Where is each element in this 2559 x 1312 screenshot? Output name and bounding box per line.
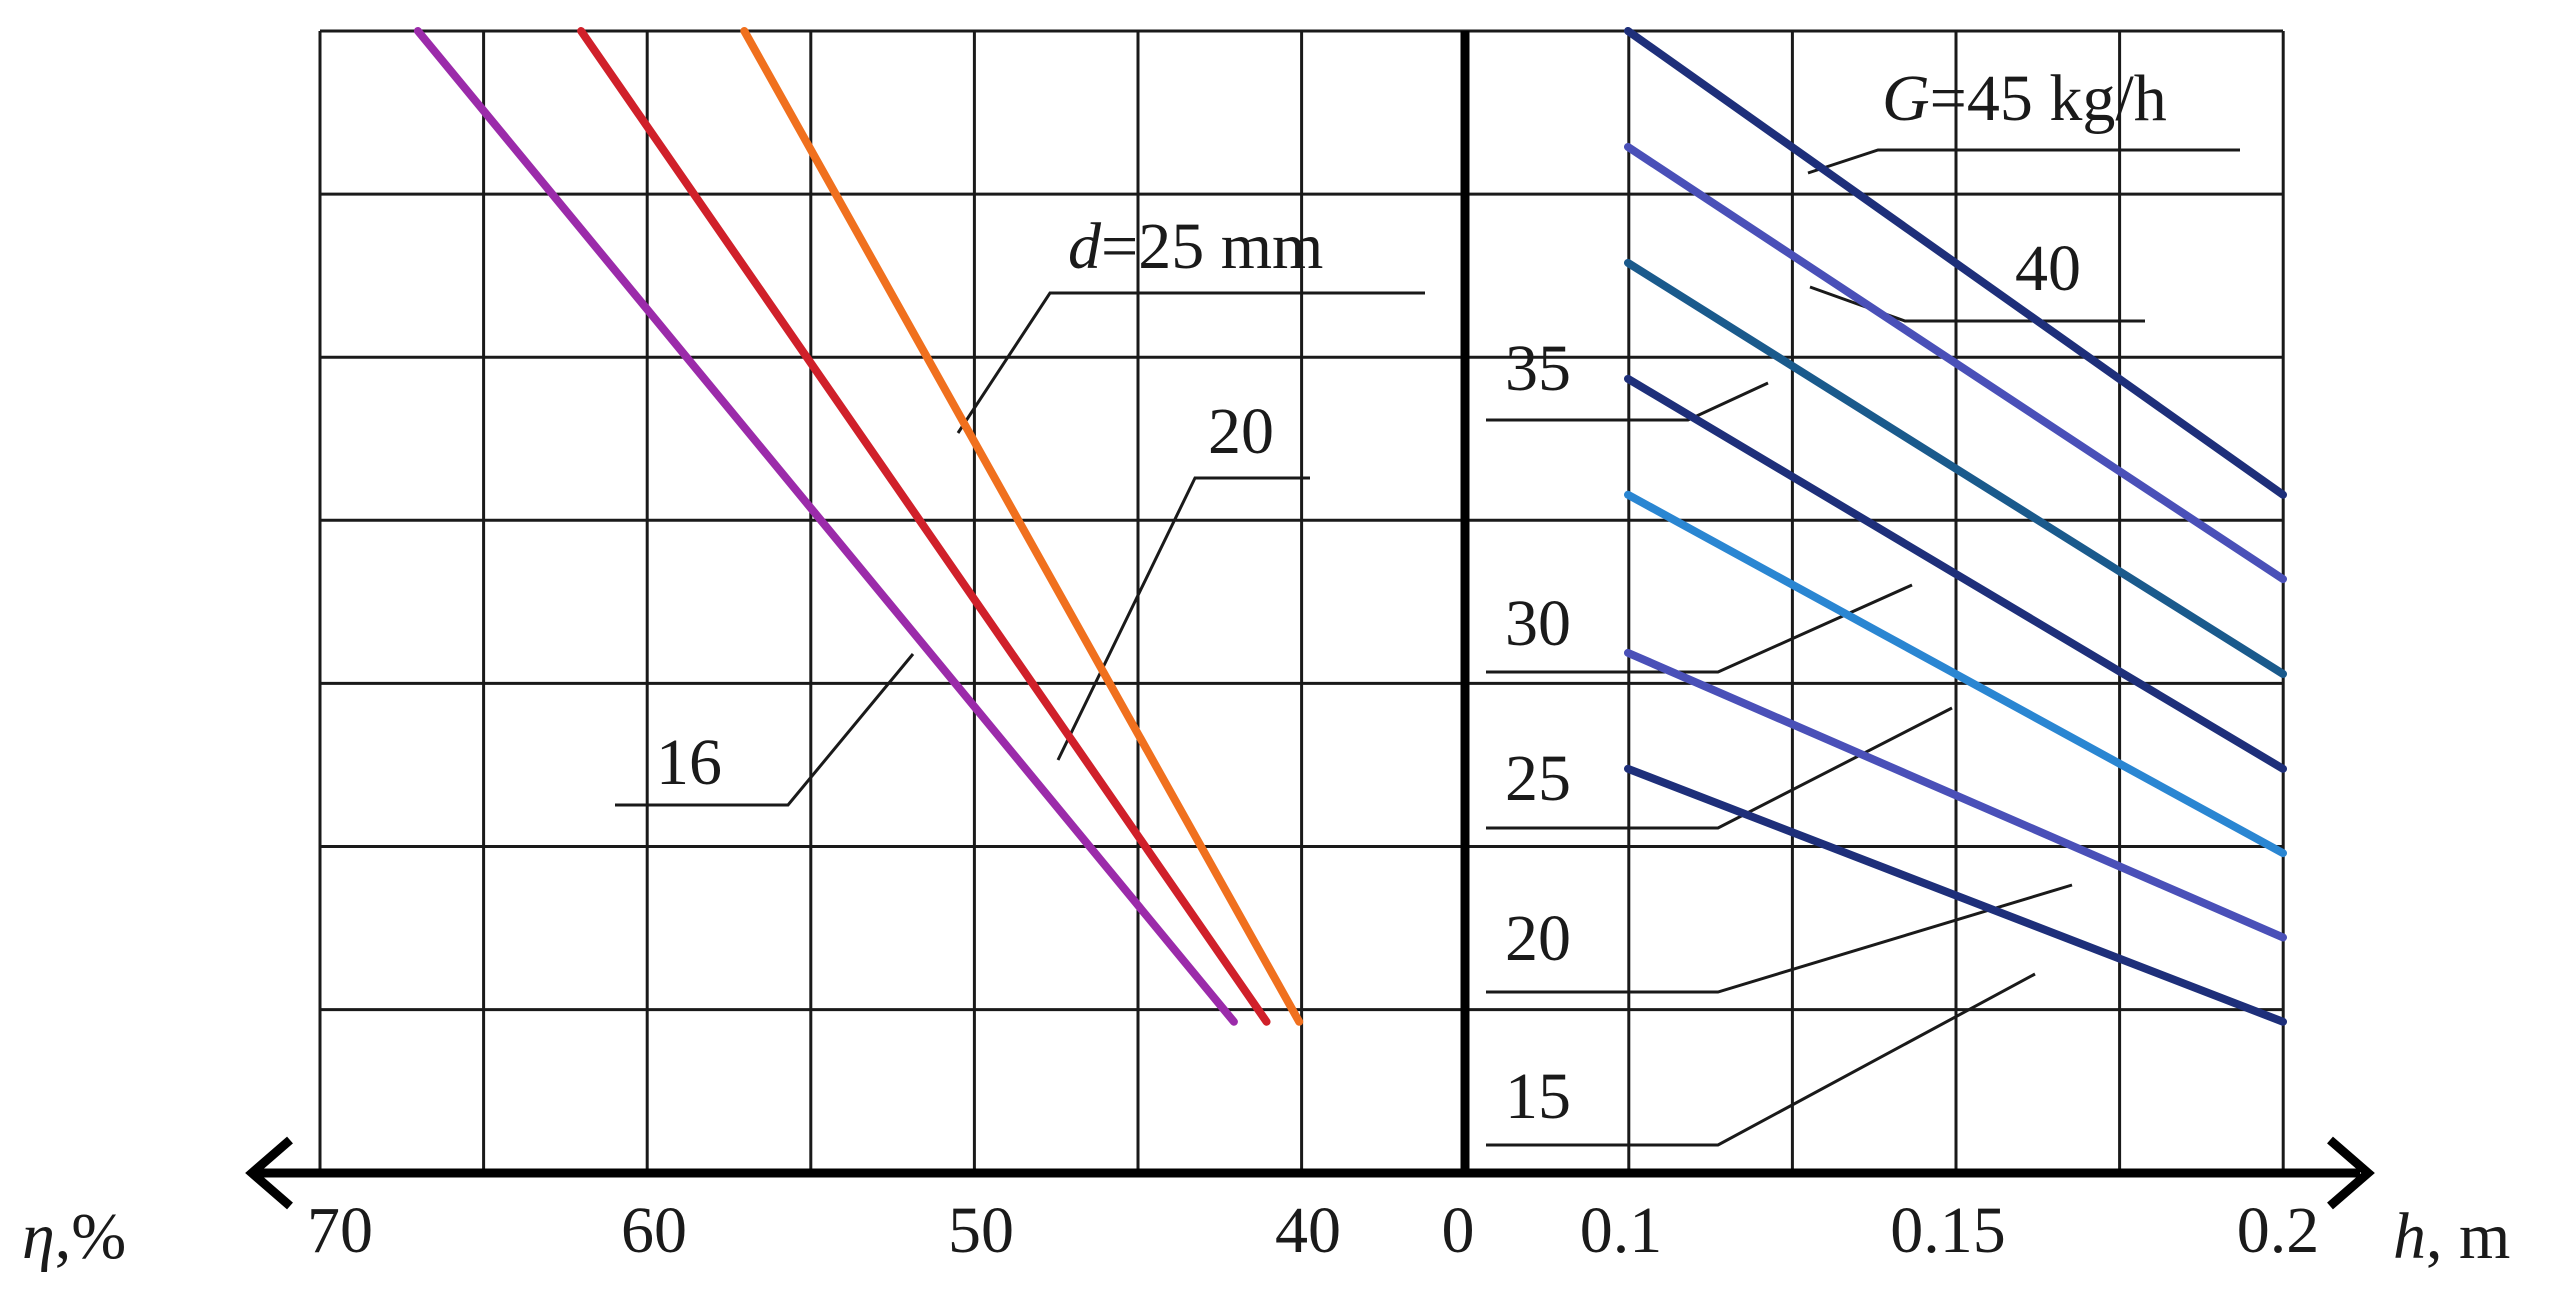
series-line-g-30 [1624,374,2287,773]
x-axis-left-arrow [245,1136,293,1210]
series-line-g-40 [1624,142,2287,584]
label-g-35: 35 [1505,332,1571,405]
x-tick-eta-40: 40 [1275,1194,1341,1267]
x-tick-h-0.15: 0.15 [1890,1194,2006,1267]
x-axis-title-eta: η,% [22,1200,126,1273]
series-line-d-16 [413,27,1238,1026]
label-d-20: 20 [1208,395,1274,468]
label-d-16-leader [615,653,915,807]
label-g-40-leader [1809,285,2145,323]
x-tick-h-0.1: 0.1 [1580,1194,1663,1267]
x-tick-h-0.2: 0.2 [2237,1194,2320,1267]
x-tick-eta-60: 60 [621,1194,687,1267]
series-line-g-15 [1624,764,2287,1026]
label-g-15: 15 [1505,1060,1571,1133]
label-g-25-leader [1486,706,1953,830]
label-d-16: 16 [656,726,722,799]
series-lines [413,27,2287,1026]
x-axis-title-h: h, m [2393,1200,2510,1273]
x-tick-eta-70: 70 [307,1194,373,1267]
label-g-20-leader [1486,883,2073,994]
x-tick-center: 0 [1442,1194,1475,1267]
x-tick-eta-50: 50 [948,1194,1014,1267]
label-d-25-leader [956,291,1425,434]
series-line-g-25 [1624,490,2287,858]
label-g-45-leader [1807,148,2240,175]
label-g-35-leader [1486,381,1769,422]
series-line-d-25 [740,27,1304,1026]
label-g-45: G=45 kg/h [1882,62,2167,135]
leader-lines [615,148,2240,1147]
chart-labels: 70 60 50 40 0 0.1 0.15 0.2 η,% h, m d=25 mm 20 16 G=4… [22,62,2510,1273]
chart-grid [318,29,2285,1173]
series-line-g-35 [1624,258,2287,678]
label-g-15-leader [1486,972,2036,1147]
series-line-d-20 [577,27,1271,1026]
label-g-40: 40 [2015,232,2081,305]
label-g-30: 30 [1505,587,1571,660]
series-line-g-45 [1624,27,2287,499]
label-d-25: d=25 mm [1068,210,1323,283]
label-g-25: 25 [1505,742,1571,815]
chart-axes [245,31,2375,1210]
x-axis-right-arrow [2327,1136,2375,1210]
series-line-g-20 [1624,648,2287,942]
label-g-20: 20 [1505,902,1571,975]
